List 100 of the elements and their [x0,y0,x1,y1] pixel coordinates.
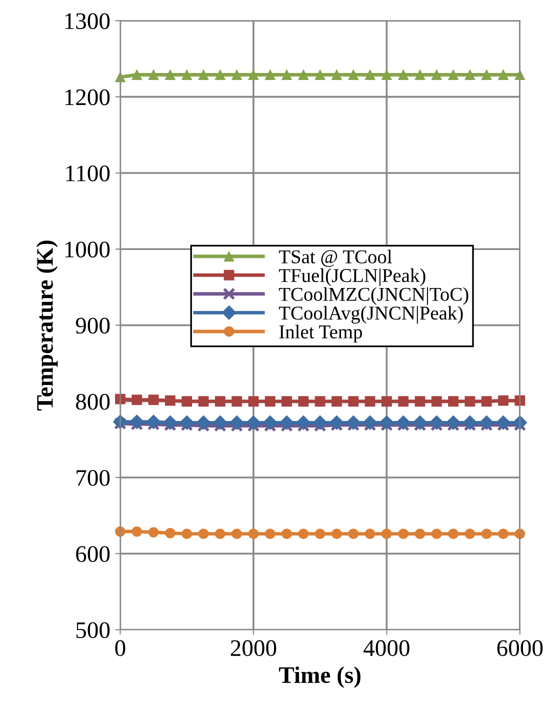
point [148,70,159,80]
point [148,527,159,538]
point [362,415,378,430]
y-tick-label: 1000 [65,242,110,258]
y-tick-label: 900 [76,318,110,334]
point [498,70,508,80]
point [398,70,409,80]
legend-label: TCoolAvg(JNCN|Peak) [278,306,463,324]
point [364,396,376,407]
y-tick-label: 600 [76,546,110,562]
point [448,396,459,407]
point [230,415,244,430]
point [182,396,192,407]
point [414,396,426,407]
point [431,70,442,80]
point [148,394,159,406]
point [164,70,176,80]
point [198,396,209,407]
point [364,528,376,540]
x-tick-label: 6000 [497,640,543,656]
point [298,70,309,80]
point [298,396,309,407]
y-tick-label: 1200 [65,89,110,106]
point [332,396,342,407]
point [446,415,461,430]
point [214,70,226,80]
point [431,528,442,540]
point [264,70,276,80]
point [514,395,526,406]
point [280,415,294,430]
point [282,396,292,407]
point [114,417,126,430]
point [414,70,426,80]
point [447,418,460,432]
point [248,528,259,540]
point [348,528,359,540]
legend-label: TCoolMZC(JNCN|ToC) [278,287,468,305]
legend-label: TSat @ TCool [278,250,392,267]
point [314,528,326,540]
point [496,415,510,430]
point [262,415,278,430]
point [198,70,209,80]
point [381,70,392,80]
point [412,415,428,430]
point [381,528,392,540]
point [314,396,326,407]
x-tick-label: 2000 [230,640,276,656]
point [198,528,209,540]
y-tick-label: 500 [76,622,110,638]
point [132,70,142,80]
point [232,528,242,540]
point [314,70,326,80]
point [498,528,508,540]
point [379,415,394,430]
legend-label: Inlet Temp [279,324,362,342]
point [364,70,376,80]
point [464,396,476,407]
x-tick-label: 4000 [364,640,410,656]
point [298,528,309,540]
point [431,396,442,407]
point [214,528,226,540]
point [147,418,160,430]
point [164,395,176,406]
point [398,396,409,407]
point [232,396,242,407]
point [464,70,476,80]
point [232,70,242,80]
point [481,528,492,540]
point [398,528,409,540]
point [462,415,478,430]
point [130,414,144,430]
point [498,395,508,406]
point [329,415,344,430]
point [481,396,492,407]
point [180,415,194,430]
point [164,528,176,538]
point [264,528,276,540]
point [479,415,494,430]
point [212,415,228,430]
point [296,415,311,430]
point [182,70,192,80]
point [264,396,276,407]
point [282,70,292,80]
point [497,418,510,432]
point [464,528,476,540]
point [248,396,259,407]
y-tick-label: 800 [76,394,110,410]
point [282,528,292,540]
point [196,415,211,430]
y-tick-label: 1100 [66,165,110,182]
point [332,70,342,80]
point [214,396,226,407]
point [448,70,459,80]
point [448,528,459,540]
point [330,418,343,432]
y-tick-label: 1300 [65,13,110,30]
point [132,526,142,537]
point [346,415,361,430]
x-tick-label: 0 [115,640,126,656]
point [246,415,261,430]
